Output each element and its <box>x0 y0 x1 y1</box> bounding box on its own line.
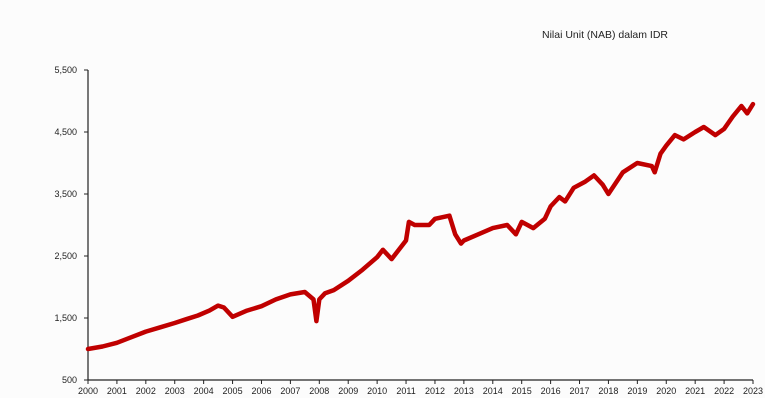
x-tick-label: 2004 <box>194 386 214 396</box>
chart-title: Nilai Unit (NAB) dalam IDR <box>542 29 668 41</box>
x-tick-label: 2017 <box>570 386 590 396</box>
x-tick-label: 2006 <box>251 386 271 396</box>
x-tick-label: 2010 <box>367 386 387 396</box>
y-tick-label: 4,500 <box>54 127 77 137</box>
tick-labels: 500 1,500 2,500 3,500 4,500 5,500 2000 2001 2002… <box>54 65 763 396</box>
x-tick-label: 2022 <box>714 386 734 396</box>
x-tick-label: 2005 <box>223 386 243 396</box>
x-tick-label: 2009 <box>338 386 358 396</box>
y-tick-label: 3,500 <box>54 189 77 199</box>
nab-series-line <box>85 101 756 352</box>
x-tick-label: 2023 <box>743 386 763 396</box>
x-tick-label: 2007 <box>280 386 300 396</box>
y-tick-label: 1,500 <box>54 313 77 323</box>
x-tick-label: 2003 <box>165 386 185 396</box>
x-tick-label: 2020 <box>656 386 676 396</box>
axes <box>87 70 753 381</box>
x-tick-label: 2018 <box>598 386 618 396</box>
x-tick-label: 2012 <box>425 386 445 396</box>
x-tick-label: 2008 <box>309 386 329 396</box>
x-tick-label: 2019 <box>627 386 647 396</box>
x-tick-label: 2015 <box>512 386 532 396</box>
x-tick-label: 2002 <box>136 386 156 396</box>
y-tick-label: 5,500 <box>54 65 77 75</box>
x-tick-label: 2014 <box>483 386 503 396</box>
series-layer <box>85 101 756 352</box>
x-tick-label: 2016 <box>541 386 561 396</box>
x-tick-label: 2001 <box>107 386 127 396</box>
x-tick-label: 2013 <box>454 386 474 396</box>
y-tick-label: 500 <box>62 375 77 385</box>
y-tick-label: 2,500 <box>54 251 77 261</box>
x-tick-label: 2011 <box>396 386 415 396</box>
x-tick-label: 2021 <box>685 386 705 396</box>
x-tick-label: 2000 <box>78 386 98 396</box>
